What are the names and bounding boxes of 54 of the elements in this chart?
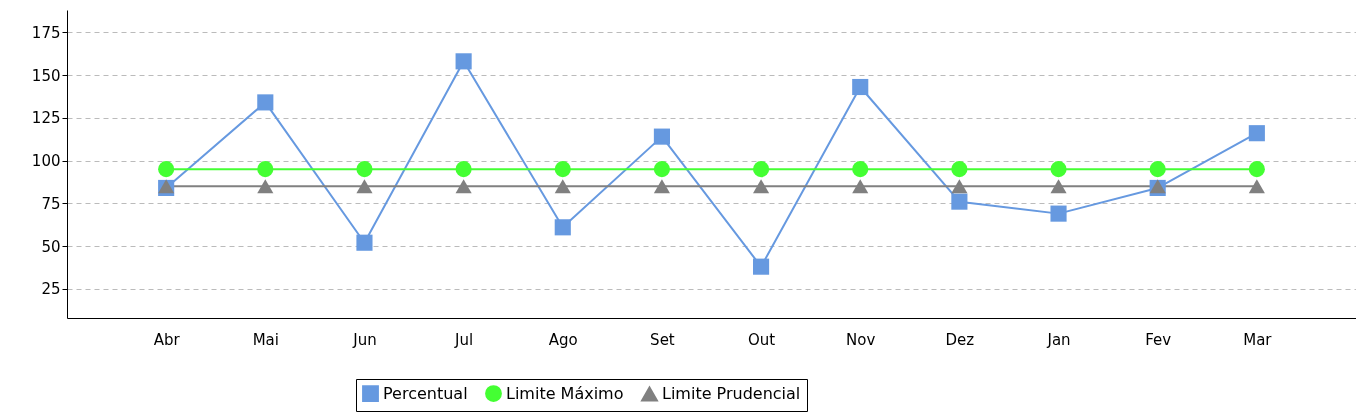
- point: [1248, 179, 1265, 194]
- point: [257, 94, 274, 111]
- point: [951, 193, 968, 210]
- point: [1050, 205, 1067, 222]
- y-tick-label: 125: [31, 109, 61, 128]
- x-tick-label: Jun: [352, 330, 377, 349]
- point: [1050, 161, 1067, 178]
- point: [1050, 179, 1067, 194]
- point: [753, 179, 770, 194]
- point: [852, 179, 869, 194]
- x-tick-label: Mar: [1243, 330, 1273, 349]
- point: [653, 128, 670, 145]
- point: [257, 161, 274, 178]
- point: [852, 78, 869, 96]
- point: [1248, 125, 1265, 142]
- point: [158, 161, 175, 178]
- point: [951, 179, 968, 194]
- y-tick-label: 75: [41, 194, 61, 213]
- x-tick-label: Jul: [454, 330, 474, 349]
- x-tick-label: Abr: [153, 330, 181, 349]
- point: [753, 161, 770, 178]
- legend-label: Limite Máximo: [506, 383, 624, 403]
- point: [653, 179, 670, 194]
- point: [1149, 161, 1166, 178]
- x-tick-label: Mai: [252, 330, 279, 349]
- y-tick-label: 50: [41, 237, 61, 256]
- x-tick-label: Fev: [1145, 330, 1172, 349]
- point: [852, 161, 869, 178]
- point: [455, 53, 472, 70]
- y-tick-label: 150: [31, 66, 61, 85]
- point: [455, 179, 472, 194]
- point: [554, 219, 571, 236]
- point: [356, 179, 373, 194]
- x-tick-label: Ago: [548, 330, 578, 349]
- point: [257, 179, 274, 194]
- y-tick-label: 25: [41, 280, 61, 299]
- point: [653, 161, 670, 178]
- x-tick-label: Set: [650, 330, 675, 349]
- y-tick-label: 175: [31, 23, 61, 42]
- x-tick-label: Nov: [846, 330, 876, 349]
- x-tick-label: Dez: [945, 330, 975, 349]
- point: [455, 161, 472, 178]
- point: [753, 258, 770, 275]
- point: [951, 161, 968, 178]
- y-tick-label: 100: [31, 152, 61, 171]
- point: [554, 161, 571, 178]
- x-tick-label: Out: [747, 330, 776, 349]
- point: [356, 234, 373, 251]
- point: [554, 179, 571, 194]
- point: [1248, 161, 1265, 178]
- legend-label: Percentual: [383, 383, 468, 403]
- legend-label: Limite Prudencial: [662, 384, 801, 404]
- point: [356, 161, 373, 178]
- x-tick-label: Jan: [1046, 330, 1071, 349]
